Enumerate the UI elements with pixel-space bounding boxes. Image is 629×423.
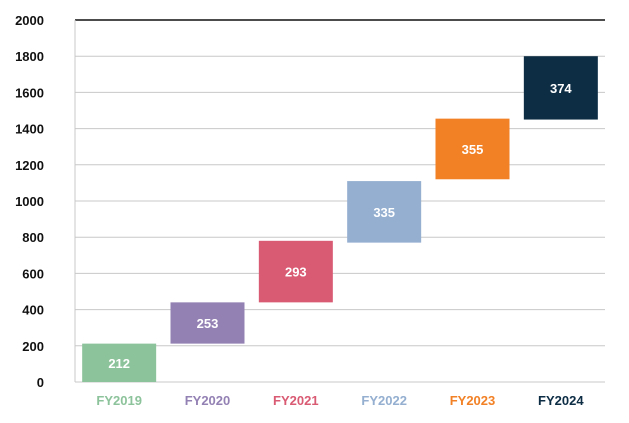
bar-value-label: 335 bbox=[373, 205, 395, 220]
bar-fy2022 bbox=[347, 181, 422, 243]
bar-value-label: 212 bbox=[108, 356, 130, 371]
y-tick-label: 800 bbox=[22, 230, 44, 245]
bar-value-label: 253 bbox=[197, 316, 219, 331]
x-category-label: FY2020 bbox=[185, 393, 231, 408]
x-category-label: FY2019 bbox=[96, 393, 142, 408]
bar-fy2020 bbox=[170, 302, 245, 344]
bar-value-label: 374 bbox=[550, 81, 572, 96]
x-category-label: FY2022 bbox=[361, 393, 407, 408]
x-category-label: FY2024 bbox=[538, 393, 584, 408]
y-tick-label: 1000 bbox=[15, 194, 44, 209]
y-tick-label: 400 bbox=[22, 303, 44, 318]
y-tick-label: 200 bbox=[22, 339, 44, 354]
bar-value-label: 355 bbox=[462, 142, 484, 157]
bar-fy2021 bbox=[258, 240, 333, 303]
x-category-label: FY2021 bbox=[273, 393, 319, 408]
bar-fy2024 bbox=[523, 56, 598, 120]
y-tick-label: 1200 bbox=[15, 158, 44, 173]
bar-fy2023 bbox=[435, 118, 510, 180]
bar-value-label: 293 bbox=[285, 265, 307, 280]
y-tick-label: 2000 bbox=[15, 13, 44, 28]
y-tick-label: 1800 bbox=[15, 49, 44, 64]
x-category-label: FY2023 bbox=[450, 393, 496, 408]
y-tick-label: 1600 bbox=[15, 85, 44, 100]
bar-fy2019 bbox=[82, 343, 157, 382]
y-tick-label: 600 bbox=[22, 266, 44, 281]
y-tick-label: 1400 bbox=[15, 122, 44, 137]
y-tick-label: 0 bbox=[37, 375, 44, 390]
